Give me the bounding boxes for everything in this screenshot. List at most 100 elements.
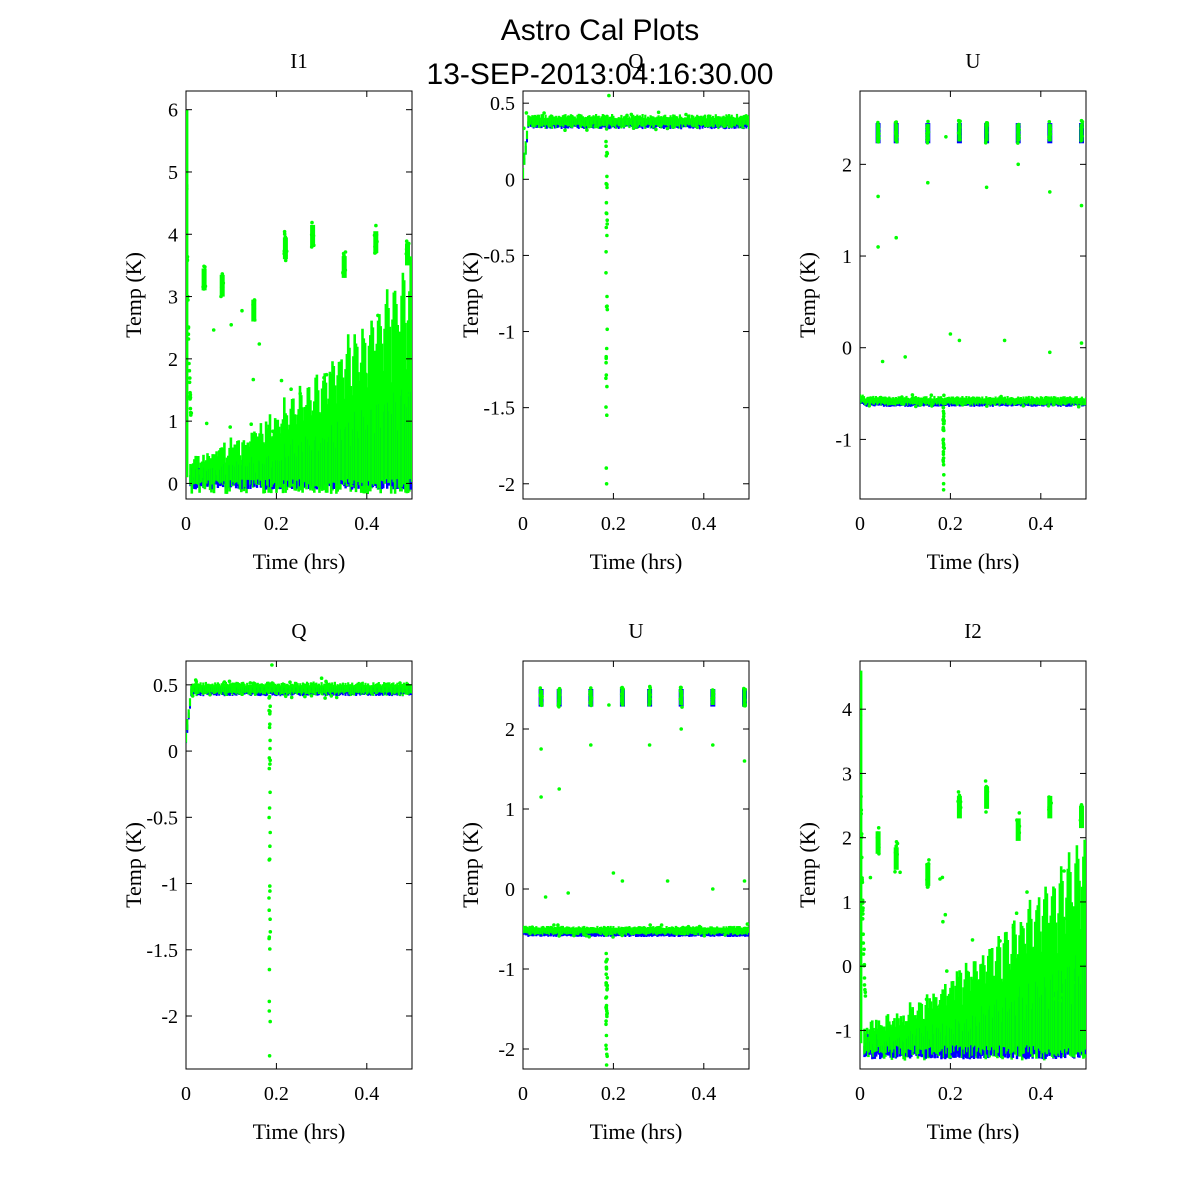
green-point (1078, 818, 1083, 822)
x-tick-label: 0.4 (354, 513, 379, 535)
green-point (684, 112, 688, 117)
green-point (604, 200, 609, 205)
green-point (894, 120, 899, 124)
green-point (190, 694, 195, 698)
green-point (894, 862, 899, 866)
green-point (557, 787, 561, 791)
green-point (1080, 822, 1084, 826)
green-point (970, 398, 975, 403)
green-point (341, 270, 345, 275)
green-point (205, 687, 210, 692)
x-tick-label: 0.2 (601, 1083, 626, 1105)
green-point (941, 481, 946, 486)
green-point (283, 694, 288, 699)
green-point (604, 1033, 609, 1038)
green-point (1048, 807, 1052, 811)
green-point (1076, 404, 1081, 409)
green-point (900, 395, 904, 399)
green-point (901, 402, 905, 406)
green-point (731, 929, 736, 933)
green-point (604, 154, 609, 158)
green-point (925, 141, 930, 145)
green-point (620, 933, 624, 938)
y-axis-label: Temp (K) (121, 252, 146, 338)
green-point (706, 114, 711, 118)
green-point (372, 233, 377, 238)
green-point (219, 294, 223, 299)
green-point (324, 679, 328, 684)
data-layer (860, 118, 1086, 492)
green-point (940, 875, 945, 880)
green-point (745, 117, 749, 121)
y-tick-label: -2 (498, 474, 515, 496)
green-point (863, 994, 868, 998)
green-point (862, 963, 866, 968)
green-point (604, 482, 609, 486)
x-tick-label: 0 (855, 513, 865, 535)
green-point (984, 784, 989, 789)
green-point (580, 116, 585, 121)
green-point (539, 795, 543, 799)
green-point (587, 934, 591, 939)
green-point (1047, 814, 1052, 818)
green-point (249, 422, 253, 427)
green-point (703, 119, 707, 123)
green-point (894, 235, 898, 240)
y-tick-label: 3 (168, 287, 178, 309)
green-point (604, 951, 608, 956)
green-point (374, 239, 378, 244)
green-point (1079, 815, 1083, 819)
green-point (718, 117, 723, 121)
green-point (1062, 869, 1066, 873)
green-point (188, 393, 193, 397)
green-point (604, 354, 608, 359)
green-point (914, 404, 918, 409)
green-point (617, 929, 622, 933)
green-point (267, 967, 272, 972)
green-point (1025, 890, 1029, 894)
green-point (605, 988, 609, 992)
green-point (556, 923, 560, 927)
green-point (1046, 404, 1051, 408)
x-tick-label: 0.2 (938, 513, 963, 535)
green-point (289, 387, 293, 392)
green-point (271, 429, 275, 434)
green-point (309, 693, 314, 698)
green-point (604, 181, 608, 186)
green-point (631, 126, 636, 130)
subplot-4: 0 0.2 0.4 0.5 0 -0.5 -1 -1.5 -2 Q Time (hrs) Temp (… (121, 619, 413, 1144)
green-point (620, 879, 625, 883)
green-point (665, 879, 670, 883)
green-point (268, 1019, 273, 1024)
green-point (605, 114, 609, 119)
green-point (605, 185, 609, 190)
y-tick-label: -0.5 (146, 807, 178, 829)
green-point (268, 830, 273, 835)
green-point (941, 449, 946, 454)
green-point (530, 925, 535, 929)
green-point (309, 245, 314, 249)
green-point (572, 931, 576, 935)
y-tick-label: 0.5 (153, 675, 178, 697)
green-point (877, 845, 881, 850)
green-point (861, 952, 866, 956)
green-point (999, 394, 1003, 399)
green-point (647, 743, 652, 747)
green-point (267, 908, 272, 912)
green-point (604, 929, 608, 933)
green-point (248, 681, 253, 685)
x-axis-label: Time (hrs) (253, 549, 346, 574)
green-point (977, 396, 981, 401)
green-point (604, 304, 609, 309)
green-point (388, 684, 393, 688)
green-point (877, 842, 881, 846)
y-axis-label: Temp (K) (458, 252, 483, 338)
y-axis-label: Temp (K) (795, 252, 820, 338)
green-point (876, 194, 880, 199)
green-point (268, 758, 273, 763)
green-point (605, 1011, 609, 1016)
green-point (862, 976, 867, 980)
green-point (570, 114, 574, 119)
green-point (1065, 397, 1070, 401)
